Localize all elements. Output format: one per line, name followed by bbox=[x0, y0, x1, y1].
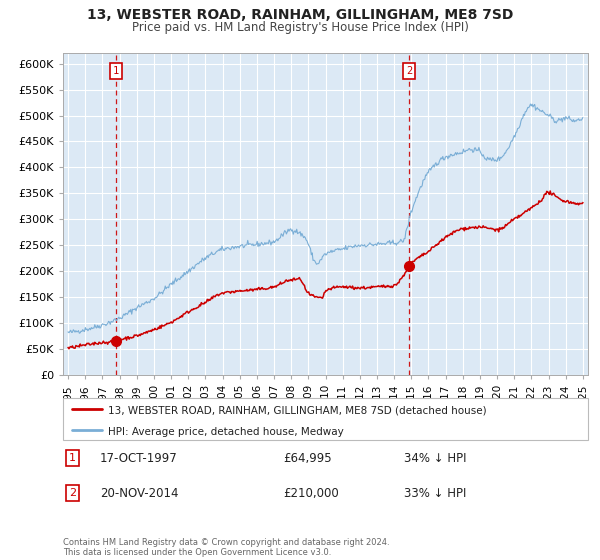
Text: Price paid vs. HM Land Registry's House Price Index (HPI): Price paid vs. HM Land Registry's House … bbox=[131, 21, 469, 34]
Text: HPI: Average price, detached house, Medway: HPI: Average price, detached house, Medw… bbox=[107, 427, 343, 437]
Text: 20-NOV-2014: 20-NOV-2014 bbox=[100, 487, 178, 500]
Text: 34% ↓ HPI: 34% ↓ HPI bbox=[404, 451, 467, 465]
Text: 2: 2 bbox=[69, 488, 76, 498]
Text: 13, WEBSTER ROAD, RAINHAM, GILLINGHAM, ME8 7SD (detached house): 13, WEBSTER ROAD, RAINHAM, GILLINGHAM, M… bbox=[107, 405, 486, 415]
Text: 1: 1 bbox=[69, 453, 76, 463]
Text: 13, WEBSTER ROAD, RAINHAM, GILLINGHAM, ME8 7SD: 13, WEBSTER ROAD, RAINHAM, GILLINGHAM, M… bbox=[87, 8, 513, 22]
Text: 33% ↓ HPI: 33% ↓ HPI bbox=[404, 487, 467, 500]
FancyBboxPatch shape bbox=[63, 398, 588, 440]
Text: 2: 2 bbox=[406, 66, 413, 76]
Text: 1: 1 bbox=[113, 66, 119, 76]
Text: Contains HM Land Registry data © Crown copyright and database right 2024.
This d: Contains HM Land Registry data © Crown c… bbox=[63, 538, 389, 557]
Text: £210,000: £210,000 bbox=[284, 487, 339, 500]
Text: 17-OCT-1997: 17-OCT-1997 bbox=[100, 451, 178, 465]
Text: £64,995: £64,995 bbox=[284, 451, 332, 465]
